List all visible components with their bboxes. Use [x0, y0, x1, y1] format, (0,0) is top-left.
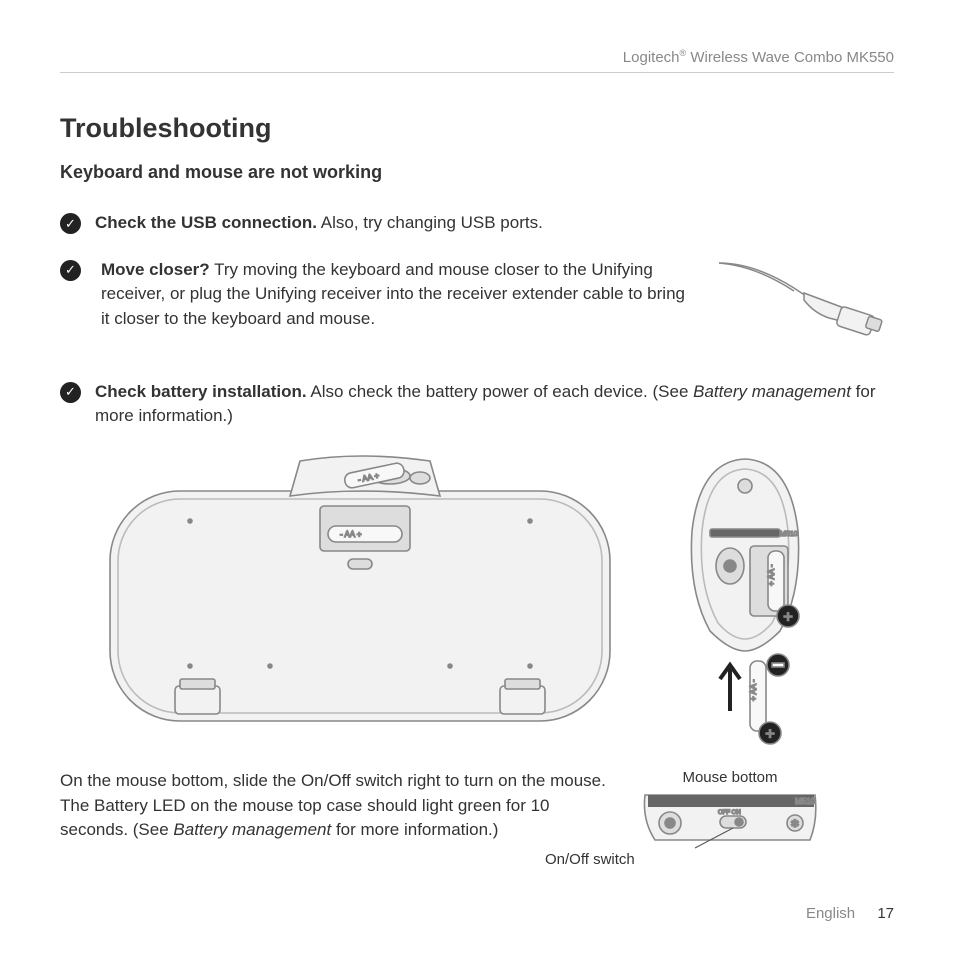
bullet-2: ✓ Move closer? Try moving the keyboard a… — [60, 258, 894, 358]
svg-text:- AA +: - AA + — [340, 530, 362, 539]
bullet-3-text: Check battery installation. Also check t… — [95, 380, 894, 429]
page-footer: English 17 — [806, 905, 894, 922]
svg-text:+: + — [765, 726, 774, 743]
footer-page: 17 — [877, 905, 894, 922]
receiver-extender-illustration — [714, 258, 894, 358]
bullet-2-text: Move closer? Try moving the keyboard and… — [101, 258, 694, 332]
page-title: Troubleshooting — [60, 113, 894, 144]
bullet-1: ✓ Check the USB connection. Also, try ch… — [60, 211, 894, 236]
svg-text:+: + — [783, 609, 792, 626]
bottom-text: On the mouse bottom, slide the On/Off sw… — [60, 769, 620, 843]
page-header: Logitech® Wireless Wave Combo MK550 — [60, 48, 894, 73]
mouse-bottom-label: Mouse bottom — [640, 769, 820, 786]
svg-text:M510: M510 — [795, 797, 816, 806]
svg-text:✱: ✱ — [791, 819, 799, 830]
footer-lang: English — [806, 905, 855, 922]
mouse-bottom-block: Mouse bottom M510 OFF ON ✱ On/Off switch — [640, 769, 820, 855]
onoff-switch-label: On/Off switch — [545, 851, 635, 868]
bullet-3: ✓ Check battery installation. Also check… — [60, 380, 894, 429]
svg-text:+ AA -: + AA - — [767, 564, 776, 586]
check-icon: ✓ — [60, 382, 81, 403]
check-icon: ✓ — [60, 260, 81, 281]
subtitle: Keyboard and mouse are not working — [60, 162, 894, 183]
svg-text:OFF ON: OFF ON — [718, 810, 741, 816]
bottom-section: On the mouse bottom, slide the On/Off sw… — [60, 769, 894, 855]
check-icon: ✓ — [60, 213, 81, 234]
keyboard-underside-illustration: - AA + - AA + — [90, 451, 630, 741]
bullet-1-text: Check the USB connection. Also, try chan… — [95, 211, 543, 236]
svg-text:M510: M510 — [780, 531, 798, 538]
mouse-bottom-switch-illustration: M510 OFF ON ✱ — [640, 790, 820, 850]
battery-illustrations: - AA + - AA + — [90, 451, 894, 751]
svg-text:+ AA -: + AA - — [749, 679, 758, 701]
mouse-battery-illustration: M510 + AA - + + AA - + — [670, 451, 820, 751]
